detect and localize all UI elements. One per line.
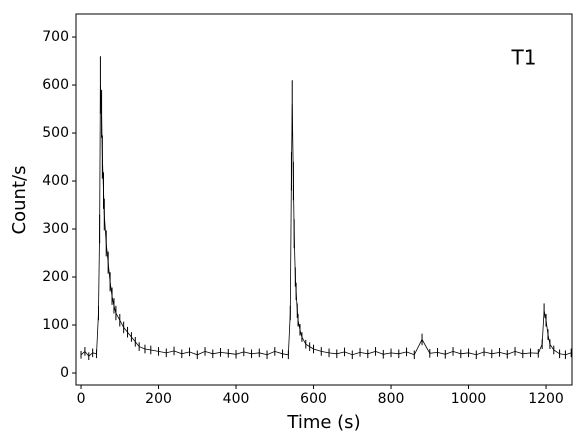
- plot-frame: [75, 13, 573, 386]
- x-tick-label: 1200: [528, 391, 564, 407]
- x-axis-label: Time (s): [286, 412, 360, 433]
- y-tick-label: 100: [42, 317, 69, 333]
- series-line: [80, 85, 572, 357]
- x-tick-label: 600: [300, 391, 327, 407]
- y-tick-label: 500: [42, 125, 69, 141]
- y-tick-label: 0: [60, 365, 69, 381]
- y-tick-label: 700: [42, 29, 69, 45]
- y-tick-label: 400: [42, 173, 69, 189]
- y-axis-label: Count/s: [9, 166, 30, 235]
- y-tick-label: 600: [42, 77, 69, 93]
- x-tick-label: 400: [223, 391, 250, 407]
- x-tick-label: 200: [145, 391, 172, 407]
- annotation: T1: [511, 46, 537, 70]
- y-tick-label: 200: [42, 269, 69, 285]
- x-tick-label: 1000: [451, 391, 487, 407]
- y-tick-label: 300: [42, 221, 69, 237]
- x-tick-label: 800: [378, 391, 405, 407]
- x-tick-label: 0: [77, 391, 86, 407]
